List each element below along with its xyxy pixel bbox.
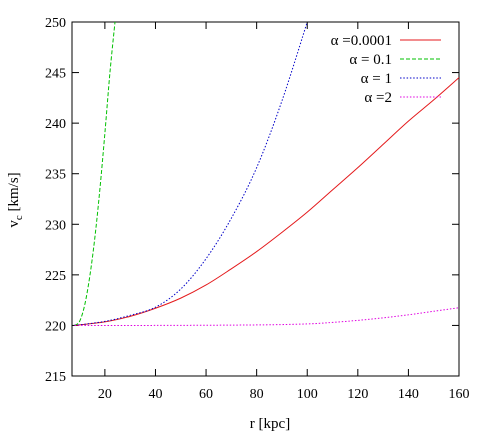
y-axis-label-sub: c bbox=[13, 215, 25, 220]
plot-frame bbox=[71, 21, 460, 377]
x-axis-label: r [kpc] bbox=[250, 416, 290, 432]
legend-label: α =2 bbox=[364, 90, 392, 106]
y-axis-label-main: v bbox=[6, 220, 22, 228]
y-axis: 215 220 225 230 235 240 245 250 bbox=[45, 16, 459, 385]
y-tick-label: 240 bbox=[45, 117, 66, 132]
y-tick-label: 215 bbox=[45, 370, 66, 385]
series-line-1 bbox=[74, 77, 459, 326]
legend-label: α =0.0001 bbox=[331, 33, 392, 49]
x-tick-label: 80 bbox=[250, 387, 264, 402]
x-tick-label: 120 bbox=[347, 387, 368, 402]
y-tick-label: 220 bbox=[45, 319, 66, 334]
y-tick-label: 225 bbox=[45, 269, 66, 284]
x-tick-label: 100 bbox=[297, 387, 318, 402]
y-tick-label: 250 bbox=[45, 16, 66, 31]
legend: α =0.0001 α = 0.1 α = 1 α =2 bbox=[331, 33, 441, 106]
x-tick-label: 140 bbox=[398, 387, 419, 402]
legend-label: α = 0.1 bbox=[349, 52, 392, 68]
series-line-3 bbox=[74, 22, 308, 326]
x-axis: 20 40 60 80 100 120 140 160 bbox=[98, 22, 470, 402]
y-axis-label-rest: [km/s] bbox=[6, 172, 22, 215]
series-line-4 bbox=[74, 307, 459, 326]
y-tick-label: 230 bbox=[45, 218, 66, 233]
legend-label: α = 1 bbox=[361, 71, 392, 87]
x-tick-label: 160 bbox=[449, 387, 470, 402]
y-tick-label: 235 bbox=[45, 168, 66, 183]
x-tick-label: 60 bbox=[199, 387, 213, 402]
plot-border bbox=[71, 21, 460, 377]
series-layer bbox=[74, 22, 459, 326]
y-axis-label: vc [km/s] bbox=[6, 172, 25, 227]
x-tick-label: 40 bbox=[148, 387, 162, 402]
series-line-2 bbox=[74, 22, 116, 326]
y-tick-label: 245 bbox=[45, 67, 66, 82]
x-tick-label: 20 bbox=[98, 387, 112, 402]
